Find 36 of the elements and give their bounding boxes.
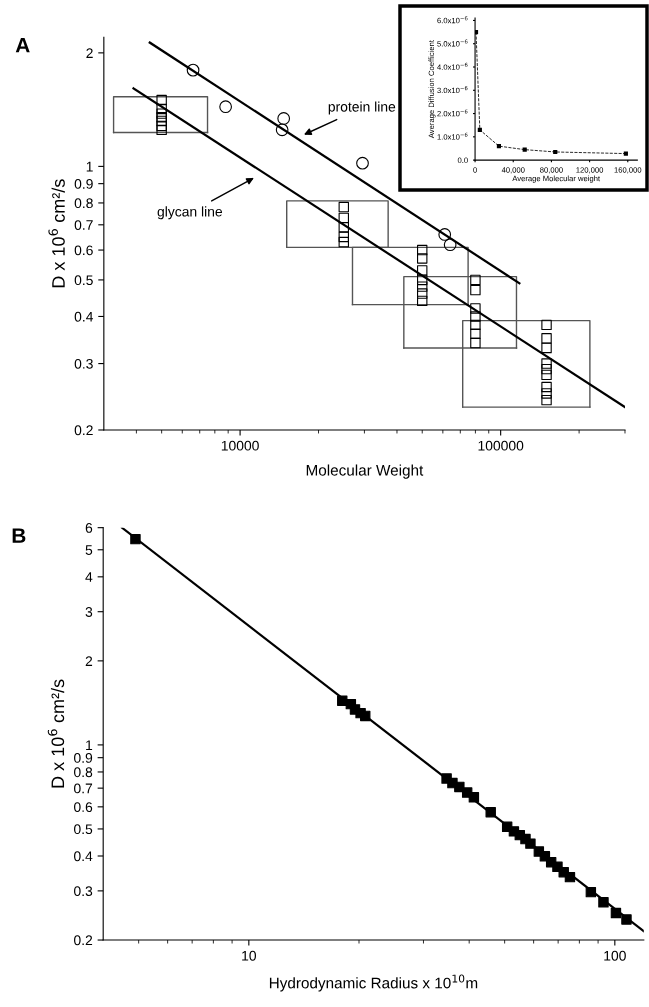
x-tick-label: 100 (604, 950, 626, 961)
x-tick-label: 10000 (221, 440, 259, 451)
y-tick-label: 1 (86, 161, 93, 172)
y-tick-label: 0.4 (74, 851, 93, 862)
y-tick-label: 3 (85, 607, 93, 617)
y-tick-label: 0.3 (74, 886, 93, 897)
y-tick-label: 5 (85, 545, 93, 555)
y-tick-label: 0.2 (74, 935, 93, 946)
y-tick-label: 4 (85, 572, 93, 582)
y-tick-label: 0.4 (74, 311, 94, 322)
y-tick-label: 0.9 (74, 753, 93, 763)
y-tick-label: 0.5 (74, 824, 93, 835)
y-tick-label: 2 (86, 48, 93, 58)
y-tick-label: 0.5 (74, 275, 93, 286)
y-tick-label: 0.6 (74, 245, 93, 256)
y-tick-label: 0.6 (74, 802, 93, 813)
y-tick-label: 0.8 (74, 198, 93, 209)
chart-title: A (15, 38, 30, 53)
y-tick-label: 2 (85, 656, 93, 666)
x-tick-label: 100000 (478, 440, 524, 451)
y-tick-label: 0.2 (74, 425, 93, 436)
y-tick-label: 0.7 (74, 220, 93, 230)
y-axis-title: D x 10$^{6}$ cm²/s (47, 679, 65, 788)
y-tick-label: 0.8 (74, 767, 93, 778)
chart-title: B (12, 528, 26, 543)
y-tick-label: 0.9 (74, 178, 93, 189)
x-axis-title: Molecular Weight (306, 464, 424, 479)
y-tick-label: 1 (86, 740, 93, 750)
annotation: glycan line (157, 206, 223, 220)
y-axis-title: D x 10$^{6}$ cm²/s (48, 179, 65, 288)
annotation: protein line (328, 101, 396, 115)
y-tick-label: 6 (85, 523, 93, 533)
y-tick-label: 0.3 (74, 358, 93, 369)
x-tick-label: 10 (242, 950, 257, 961)
x-axis-title: Hydrodynamic Radius x 10$^{10}$m (269, 974, 478, 992)
y-tick-label: 0.7 (74, 783, 93, 794)
